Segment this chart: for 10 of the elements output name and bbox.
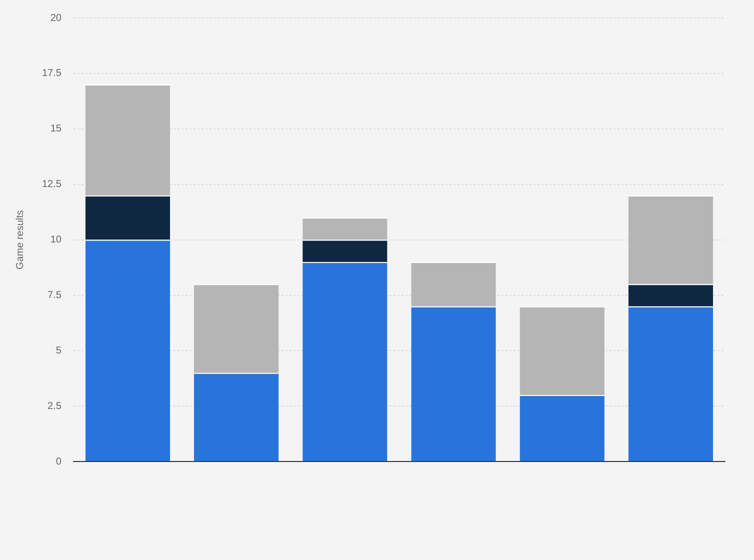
y-tick-label: 0 bbox=[56, 456, 62, 468]
y-axis-title: Game results bbox=[14, 210, 26, 270]
y-tick-label: 20 bbox=[50, 12, 62, 24]
y-tick-label: 10 bbox=[50, 234, 62, 246]
y-tick-label: 7.5 bbox=[48, 290, 62, 301]
y-tick-label: 12.5 bbox=[42, 179, 62, 190]
y-tick-label: 17.5 bbox=[42, 68, 62, 80]
y-tick-label: 15 bbox=[50, 124, 62, 135]
y-tick-label: 5 bbox=[56, 345, 62, 356]
y-tick-label: 2.5 bbox=[48, 400, 62, 412]
